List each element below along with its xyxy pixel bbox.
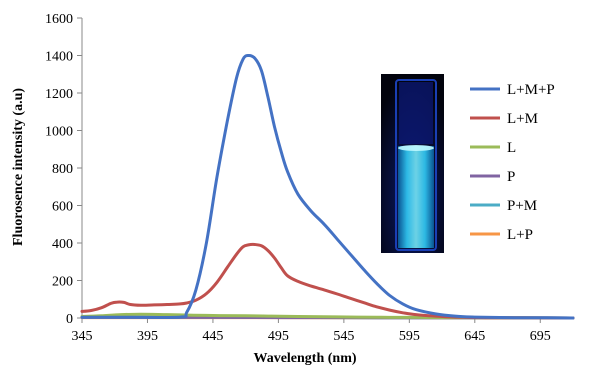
x-tick-label: 695 (530, 329, 551, 344)
x-tick-label: 345 (72, 329, 93, 344)
legend-label: L+M+P (507, 82, 555, 98)
y-tick-label: 1400 (45, 50, 73, 65)
legend: L+M+P L+M LP P+M L+P (470, 82, 555, 243)
legend-label: L+P (507, 227, 533, 243)
y-tick-label: 1000 (45, 125, 73, 140)
x-tick-label: 445 (202, 329, 223, 344)
series-line-l-m-p (80, 53, 575, 320)
x-tick-label: 545 (333, 329, 354, 344)
legend-label: P (507, 169, 515, 185)
series-lines (80, 53, 575, 320)
x-axis-ticks: 345 395 445 495 545 595 645 695 (72, 318, 551, 344)
y-tick-label: 600 (52, 200, 73, 215)
y-axis-label: Fluorosence intensity (a.u) (11, 88, 26, 246)
y-tick-label: 0 (66, 312, 73, 327)
x-tick-label: 645 (464, 329, 485, 344)
legend-label: L+M (507, 111, 538, 127)
y-tick-label: 400 (52, 237, 73, 252)
x-axis-label: Wavelength (nm) (253, 351, 356, 366)
y-tick-label: 1600 (45, 12, 73, 27)
y-axis-ticks: 0 200 400 600 800 1000 1200 1400 1600 (45, 12, 82, 327)
x-tick-label: 495 (268, 329, 289, 344)
cuvette-photo-inset (381, 74, 444, 253)
legend-label: L (507, 140, 516, 156)
x-tick-label: 595 (399, 329, 420, 344)
y-tick-label: 200 (52, 275, 73, 290)
x-tick-label: 395 (137, 329, 158, 344)
series-line-l-m (80, 242, 575, 320)
y-tick-label: 800 (52, 162, 73, 177)
y-tick-label: 1200 (45, 87, 73, 102)
legend-label: P+M (507, 198, 537, 214)
